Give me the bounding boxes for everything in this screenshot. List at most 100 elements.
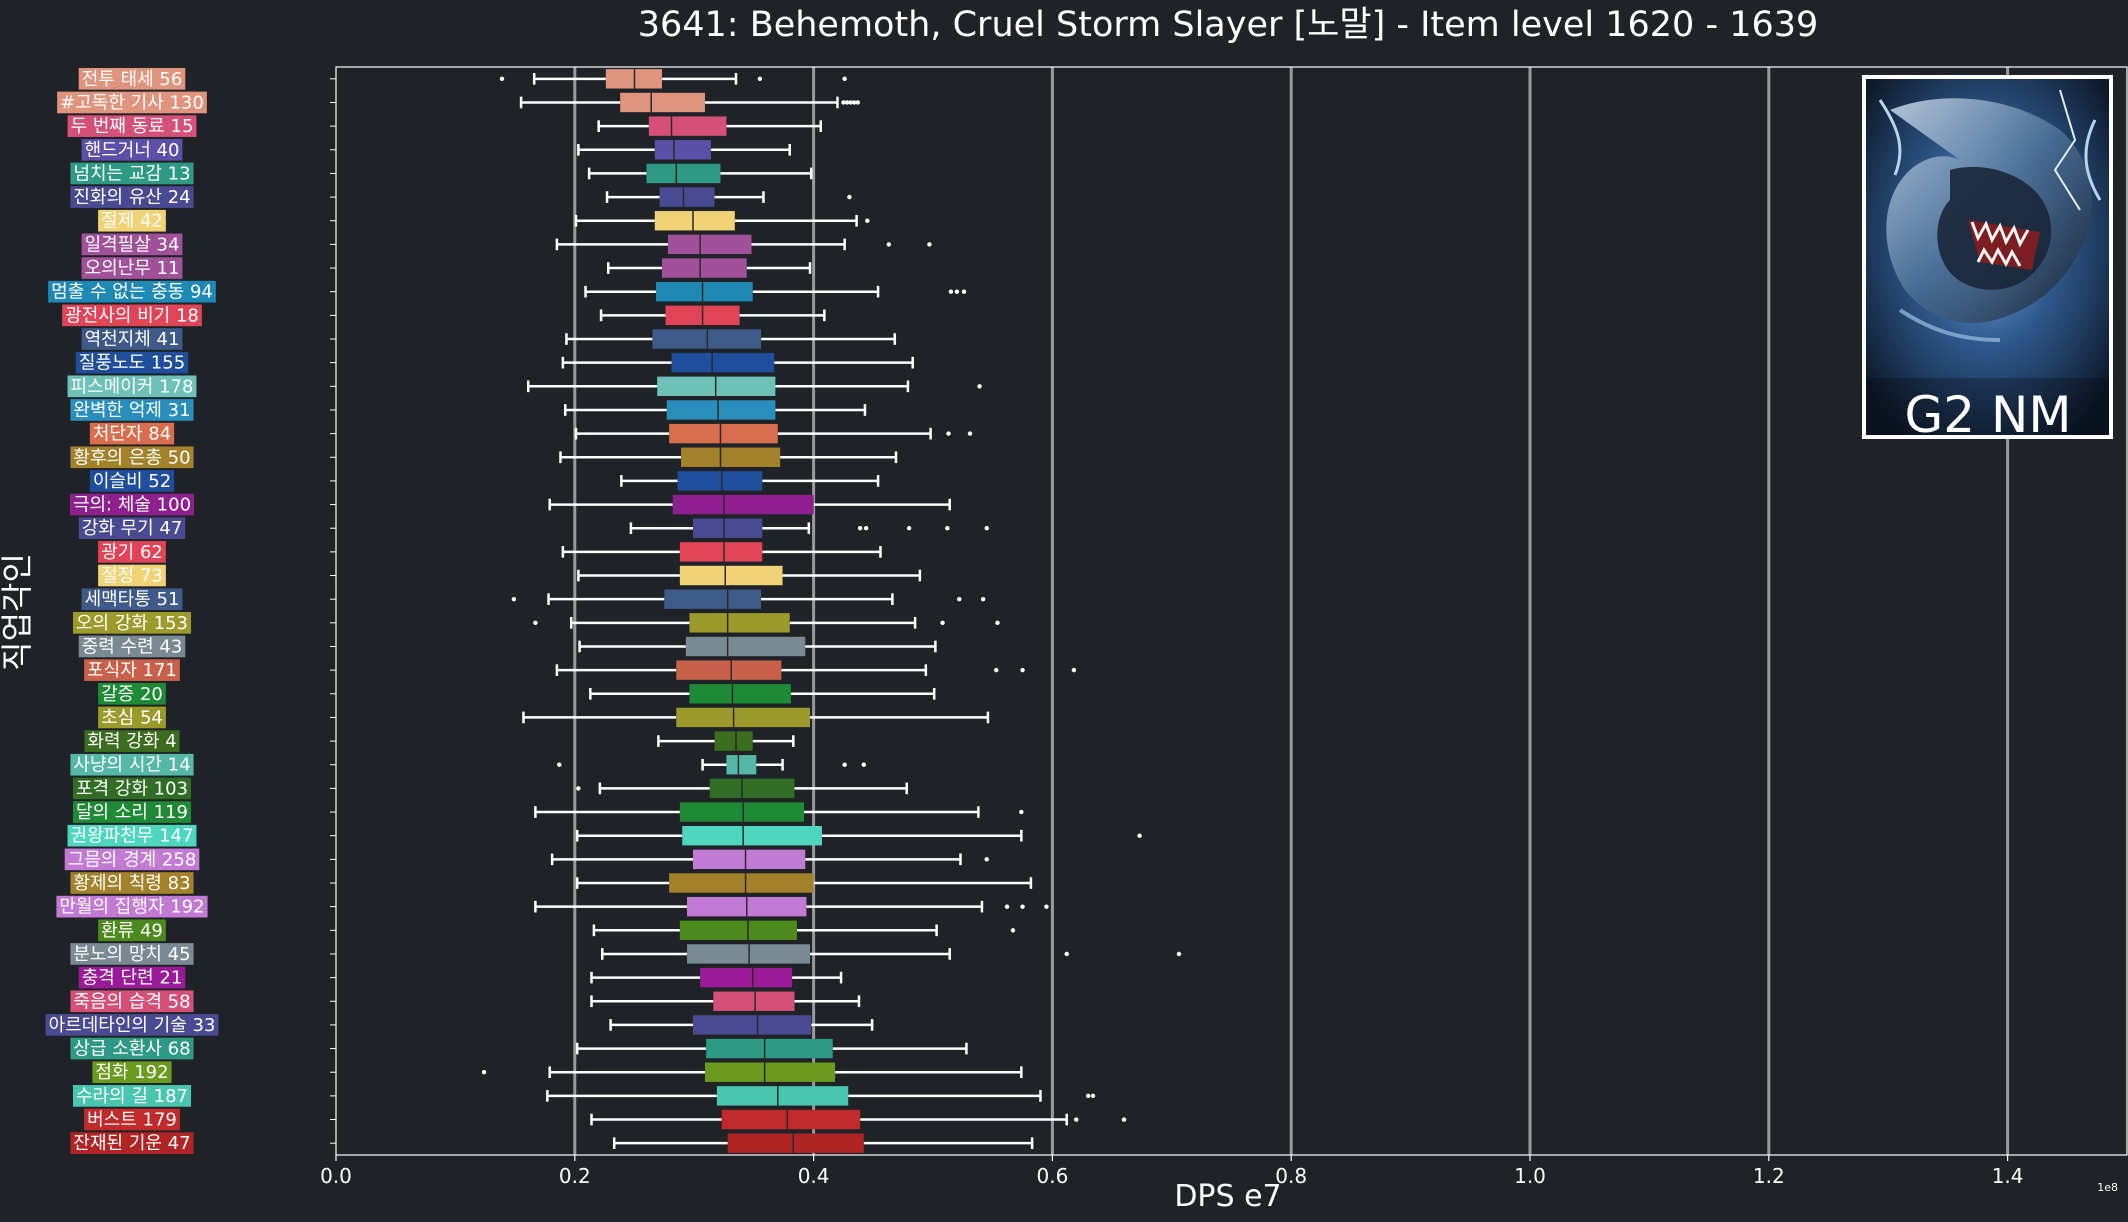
x-tick-label-6: 1.2 [1753, 1164, 1785, 1188]
iqr-box-18 [672, 494, 814, 515]
category-label-bg-11 [81, 328, 183, 350]
category-label-bg-22 [81, 588, 183, 610]
category-18: 극의: 체술 100 [69, 493, 195, 516]
outlier-13-0 [977, 384, 982, 389]
category-label-bg-31 [72, 801, 192, 823]
box-12 [330, 352, 914, 373]
category-label-bg-4 [70, 162, 194, 185]
category-label-bg-0 [78, 68, 186, 90]
outlier-0-0 [499, 76, 505, 82]
category-label-42: 점화 192 [95, 1062, 168, 1083]
box-3 [330, 140, 791, 160]
outlier-32-0 [1137, 833, 1142, 838]
iqr-box-7 [667, 234, 752, 255]
category-label-bg-13 [67, 375, 197, 398]
iqr-box-19 [693, 518, 763, 538]
box-22 [330, 589, 986, 609]
box-19 [330, 518, 989, 538]
outlier-22-2 [980, 596, 986, 602]
category-9: 멈출 수 없는 충동 94 [48, 280, 216, 303]
category-39: 죽음의 습격 58 [70, 990, 194, 1012]
category-label-37: 분노의 망치 45 [73, 944, 190, 965]
outlier-19-3 [945, 526, 950, 531]
outlier-1-3 [851, 100, 857, 105]
box-9 [330, 281, 967, 302]
box-42 [330, 1062, 1023, 1082]
x-tick-label-7: 1.4 [1992, 1164, 2024, 1188]
box-20 [330, 542, 882, 562]
box-2 [330, 116, 823, 136]
badge-label: G2 NM [1905, 386, 2072, 444]
iqr-box-36 [679, 920, 797, 941]
category-label-19: 강화 무기 47 [82, 518, 183, 539]
category-label-bg-7 [81, 233, 183, 256]
iqr-box-3 [654, 140, 711, 160]
iqr-box-40 [693, 1015, 812, 1035]
box-31 [330, 802, 1024, 822]
outlier-19-0 [857, 526, 863, 531]
category-label-bg-19 [78, 517, 186, 540]
box-38 [330, 967, 843, 988]
category-label-25: 포식자 171 [87, 660, 177, 681]
category-label-bg-29 [70, 753, 194, 776]
category-6: 절제 42 [98, 209, 166, 232]
y-axis-label: 직업각인 [0, 553, 36, 671]
outlier-9-2 [961, 289, 967, 294]
category-label-32: 권왕파천무 147 [71, 826, 194, 847]
iqr-box-6 [654, 211, 735, 231]
category-36: 환류 49 [98, 919, 166, 941]
outlier-1-2 [848, 100, 853, 105]
outlier-23-1 [940, 620, 945, 626]
iqr-box-42 [704, 1062, 836, 1082]
iqr-box-26 [689, 684, 791, 704]
outlier-22-1 [957, 596, 962, 602]
iqr-box-30 [709, 778, 795, 799]
iqr-box-22 [664, 589, 762, 609]
iqr-box-28 [714, 731, 753, 751]
category-12: 질풍노도 155 [75, 351, 189, 374]
category-label-bg-44 [84, 1108, 180, 1131]
category-label-bg-23 [72, 612, 192, 634]
iqr-box-12 [671, 352, 775, 373]
outlier-5-0 [847, 194, 852, 200]
outlier-15-1 [967, 431, 973, 436]
category-44: 버스트 179 [84, 1108, 180, 1131]
category-label-bg-38 [78, 966, 186, 989]
iqr-box-25 [676, 660, 782, 680]
category-1: #고독한 기사 130 [57, 91, 207, 113]
iqr-box-44 [721, 1109, 861, 1130]
iqr-box-24 [685, 636, 806, 657]
category-label-bg-45 [70, 1132, 194, 1154]
box-25 [330, 660, 1077, 680]
category-37: 분노의 망치 45 [70, 943, 194, 965]
category-label-bg-33 [64, 848, 200, 871]
category-label-28: 화력 강화 4 [87, 731, 176, 752]
category-label-bg-35 [56, 895, 208, 918]
category-label-26: 갈증 20 [101, 684, 163, 705]
category-8: 오의난무 11 [81, 257, 183, 279]
iqr-box-31 [679, 802, 805, 822]
box-10 [330, 305, 826, 326]
category-33: 그믐의 경계 258 [64, 848, 200, 871]
category-label-bg-37 [70, 943, 194, 965]
category-label-bg-6 [98, 209, 166, 232]
box-4 [330, 163, 813, 184]
category-label-bg-8 [81, 257, 183, 279]
outlier-1-4 [855, 100, 860, 105]
chart-title: 3641: Behemoth, Cruel Storm Slayer [노말] … [638, 5, 1819, 45]
category-10: 광전사의 비기 18 [62, 304, 202, 327]
category-25: 포식자 171 [84, 659, 180, 681]
category-label-bg-32 [67, 824, 197, 847]
category-label-9: 멈출 수 없는 충동 94 [51, 282, 213, 303]
category-label-bg-10 [62, 304, 202, 327]
iqr-box-14 [666, 400, 776, 420]
iqr-box-1 [620, 92, 705, 113]
outlier-25-2 [1071, 667, 1077, 673]
outlier-1-1 [844, 100, 850, 105]
category-31: 달의 소리 119 [72, 801, 192, 823]
category-3: 핸드거너 40 [81, 138, 183, 161]
category-19: 강화 무기 47 [78, 517, 186, 540]
outlier-29-0 [557, 762, 562, 767]
plot-frame [335, 66, 2128, 1156]
category-7: 일격필살 34 [81, 233, 183, 256]
